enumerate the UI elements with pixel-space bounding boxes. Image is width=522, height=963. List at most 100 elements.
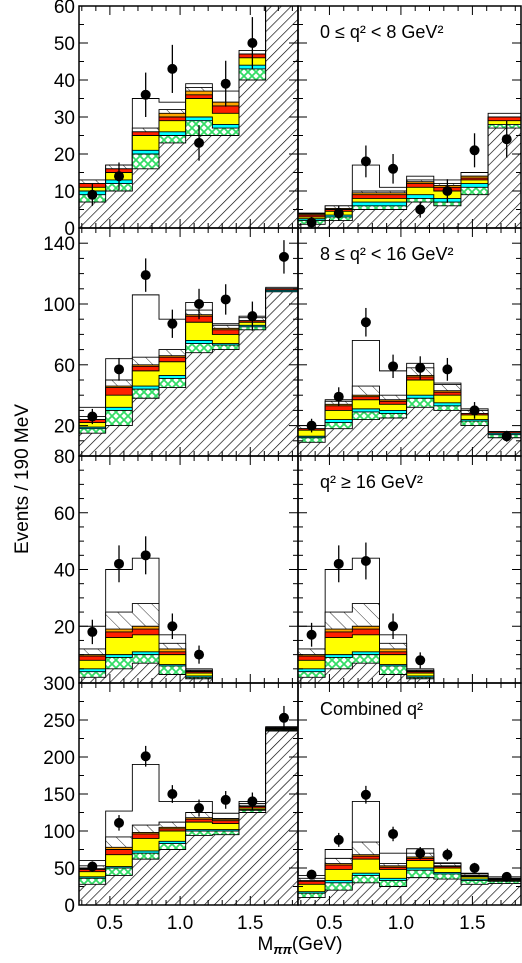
data-point xyxy=(167,789,178,799)
data-point xyxy=(140,89,151,100)
data-point xyxy=(415,362,426,373)
panel-r3-right: q² ≥ 16 GeV² xyxy=(297,455,522,684)
y-tick-label: 100 xyxy=(43,822,75,843)
y-tick-label: 30 xyxy=(54,108,75,129)
dense-hatched-histogram xyxy=(79,6,298,228)
y-tick-label: 60 xyxy=(54,504,75,525)
data-point xyxy=(415,204,426,215)
data-point xyxy=(278,712,289,723)
data-point xyxy=(87,411,98,422)
data-point xyxy=(306,629,317,640)
x-axis-label-unit: (GeV) xyxy=(292,934,343,955)
data-point xyxy=(333,558,344,569)
x-tick-label: 1.5 xyxy=(237,913,263,934)
data-point xyxy=(306,217,317,228)
panel-label: Combined q² xyxy=(320,699,423,719)
data-point xyxy=(167,63,178,74)
x-axis-label: Mππ(GeV) xyxy=(257,934,342,957)
data-point xyxy=(194,649,205,660)
data-point xyxy=(388,828,399,839)
panel-label: 8 ≤ q² < 16 GeV² xyxy=(320,244,453,264)
data-point xyxy=(360,317,371,328)
y-tick-label: 200 xyxy=(43,748,75,769)
data-point xyxy=(194,803,205,814)
y-tick-label: 0 xyxy=(64,896,75,917)
data-point xyxy=(469,145,480,156)
x-tick-label: 1.5 xyxy=(459,913,485,934)
y-tick-label: 140 xyxy=(43,234,75,255)
data-point xyxy=(140,270,151,281)
panel-r1-right: 0 ≤ q² < 8 GeV² xyxy=(297,5,522,229)
x-axis-label-subscript: ππ xyxy=(273,942,292,957)
panel-r2-left: 20 60 100 140 xyxy=(43,227,299,457)
y-tick-label: 60 xyxy=(54,356,75,377)
y-tick-label: 250 xyxy=(43,711,75,732)
y-tick-label: 20 xyxy=(54,417,75,438)
dense-hatched-histogram xyxy=(298,877,521,905)
data-point xyxy=(220,794,231,805)
data-point xyxy=(194,299,205,309)
y-tick-label: 10 xyxy=(54,182,75,203)
y-tick-label: 40 xyxy=(54,561,75,582)
data-point xyxy=(469,405,480,416)
y-tick-label: 300 xyxy=(43,674,75,695)
dense-hatched-histogram xyxy=(298,406,521,456)
panel-r3-left: 20 40 60 80 xyxy=(54,447,299,684)
data-point xyxy=(501,134,512,145)
data-point xyxy=(247,38,258,48)
panel-r2-right: 8 ≤ q² < 16 GeV² xyxy=(297,227,522,457)
data-point xyxy=(140,751,151,762)
data-point xyxy=(220,294,231,305)
data-point xyxy=(388,621,399,632)
panel-r1-left: 0 10 20 30 40 50 60 xyxy=(54,0,299,240)
data-point xyxy=(114,558,125,569)
x-tick-label: 1.0 xyxy=(167,913,193,934)
data-point xyxy=(87,626,98,637)
data-point xyxy=(415,848,426,859)
data-point xyxy=(442,364,453,375)
data-point xyxy=(167,318,178,329)
y-tick-label: 50 xyxy=(54,859,75,880)
data-point xyxy=(333,208,344,219)
data-point xyxy=(360,789,371,800)
data-point xyxy=(333,391,344,402)
data-point xyxy=(442,849,453,860)
panel-r4-right: Combined q² 0.5 1.0 1.5 xyxy=(297,682,522,934)
y-tick-label: 0 xyxy=(64,219,75,240)
data-point xyxy=(501,871,512,882)
y-tick-label: 150 xyxy=(43,785,75,806)
y-tick-label: 50 xyxy=(54,34,75,55)
panel-label: q² ≥ 16 GeV² xyxy=(320,472,423,492)
y-tick-label: 80 xyxy=(54,447,75,468)
data-point xyxy=(87,189,98,200)
y-tick-label: 100 xyxy=(43,295,75,316)
data-point xyxy=(220,78,231,89)
data-point xyxy=(501,431,512,442)
data-point xyxy=(278,251,289,262)
y-tick-label: 20 xyxy=(54,145,75,166)
data-point xyxy=(114,364,125,375)
data-point xyxy=(415,655,426,666)
dense-hatched-histogram xyxy=(79,730,298,905)
data-point xyxy=(114,817,125,828)
data-point xyxy=(360,555,371,566)
y-tick-label: 60 xyxy=(54,0,75,18)
y-axis-label: Events / 190 MeV xyxy=(12,404,33,554)
data-point xyxy=(247,796,258,807)
data-point xyxy=(388,163,399,174)
y-tick-label: 20 xyxy=(54,617,75,638)
data-point xyxy=(388,361,399,372)
dense-hatched-histogram xyxy=(298,662,521,683)
data-point xyxy=(306,420,317,431)
data-point xyxy=(87,861,98,872)
data-point xyxy=(306,869,317,880)
x-tick-label: 1.0 xyxy=(388,913,414,934)
data-point xyxy=(333,834,344,845)
data-point xyxy=(167,621,178,632)
y-tick-label: 40 xyxy=(54,71,75,92)
panel-label: 0 ≤ q² < 8 GeV² xyxy=(320,22,443,42)
panel-r4-left: 0 50 100 150 200 250 300 0.5 1.0 1.5 xyxy=(43,674,299,934)
x-tick-label: 0.5 xyxy=(316,913,342,934)
